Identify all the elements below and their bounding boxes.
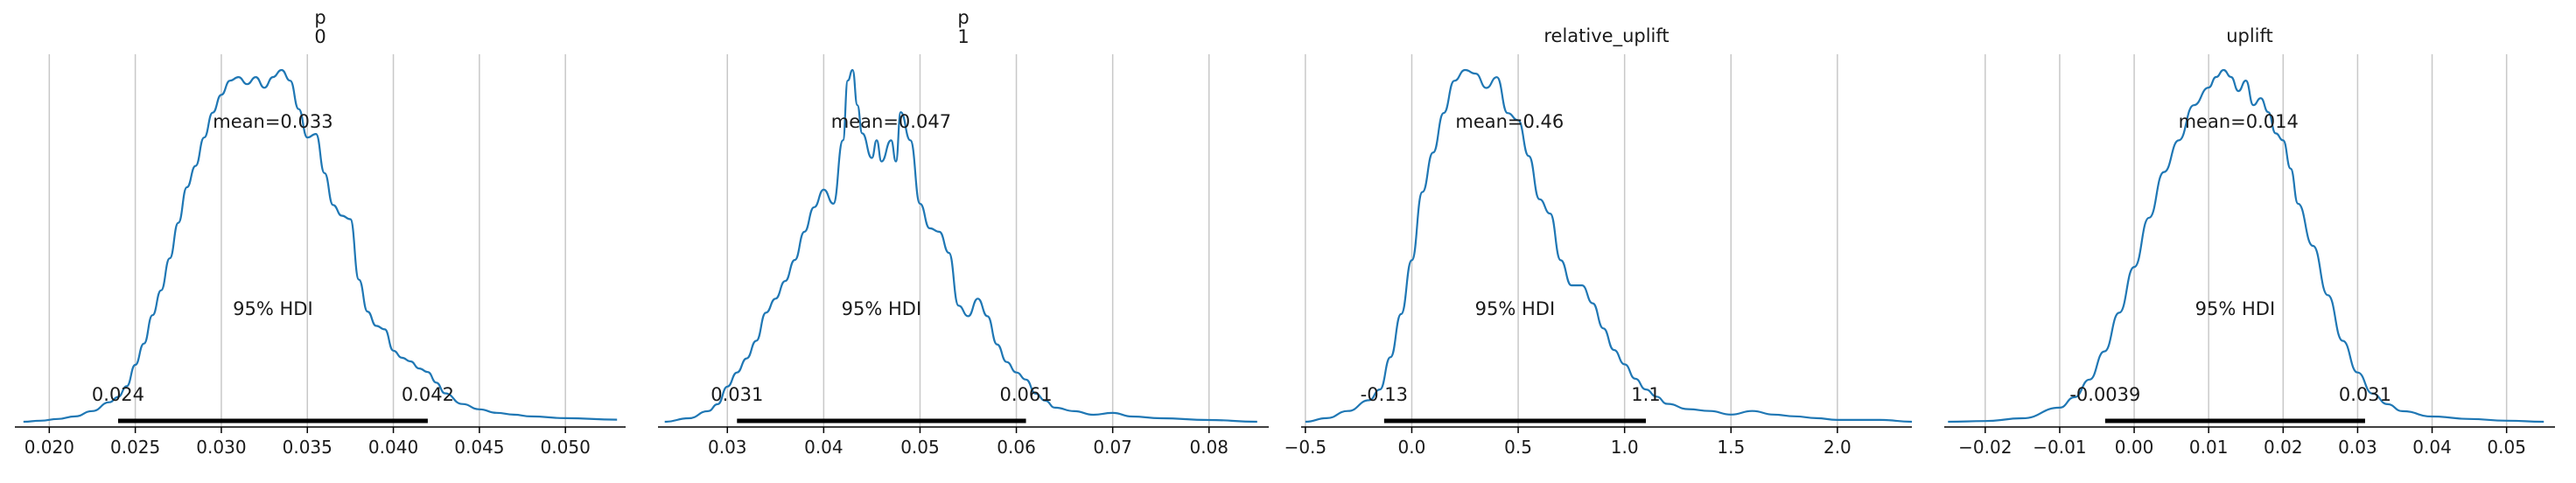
panel-title: p: [957, 7, 969, 28]
panel-p0: 0.020 0.025 0.030 0.035 0.040 0.045 0.050 0.024…: [15, 7, 626, 458]
x-tick-label: 0.030: [196, 437, 246, 458]
mean-label: mean=0.014: [2179, 111, 2299, 132]
mean-label: mean=0.033: [213, 111, 332, 132]
x-tick-label: −0.02: [1958, 437, 2012, 458]
x-tick-label: 0.050: [541, 437, 591, 458]
hdi-high-label: 1.1: [1631, 384, 1660, 405]
x-tick-label: 0.0: [1398, 437, 1426, 458]
mean-label: mean=0.46: [1455, 111, 1564, 132]
x-tick-label: 0.07: [1093, 437, 1132, 458]
hdi-low-label: 0.024: [92, 384, 144, 405]
hdi-caption: 95% HDI: [2195, 298, 2276, 319]
panel-relative-uplift: −0.5 0.0 0.5 1.0 1.5 2.0 -0.13 1.1 95% HDI mean=0…: [1284, 25, 1913, 458]
x-tick-label: 2.0: [1824, 437, 1852, 458]
hdi-caption: 95% HDI: [842, 298, 922, 319]
x-tick-label: 0.02: [2264, 437, 2303, 458]
x-tick-label: 0.020: [24, 437, 74, 458]
density-line: [1948, 68, 2544, 424]
x-tick-label: 0.04: [804, 437, 844, 458]
density-line: [664, 68, 1257, 424]
x-tick-label: 0.03: [2338, 437, 2377, 458]
x-tick-label: −0.5: [1284, 437, 1327, 458]
hdi-high-label: 0.061: [999, 384, 1052, 405]
hdi-low-label: 0.031: [710, 384, 763, 405]
x-tick-label: 0.03: [708, 437, 747, 458]
x-tick-label: 0.040: [368, 437, 418, 458]
x-tick-label: 0.06: [997, 437, 1036, 458]
x-tick-label: 0.035: [283, 437, 332, 458]
hdi-high-label: 0.031: [2339, 384, 2391, 405]
x-tick-label: −0.01: [2033, 437, 2086, 458]
hdi-high-label: 0.042: [402, 384, 454, 405]
panel-title: 0: [314, 26, 326, 47]
x-tick-label: 0.08: [1189, 437, 1228, 458]
hdi-caption: 95% HDI: [233, 298, 313, 319]
density-line: [23, 68, 618, 424]
x-tick-label: 1.0: [1611, 437, 1639, 458]
x-tick-label: 0.01: [2189, 437, 2229, 458]
hdi-low-label: -0.0039: [2069, 384, 2140, 405]
x-tick-label: 0.05: [900, 437, 940, 458]
panel-title: 1: [957, 26, 969, 47]
panel-title: p: [314, 7, 326, 28]
x-tick-label: 0.05: [2487, 437, 2526, 458]
x-tick-label: 0.00: [2115, 437, 2154, 458]
x-tick-label: 0.045: [454, 437, 504, 458]
panel-p1: 0.03 0.04 0.05 0.06 0.07 0.08 0.031 0.061 95% HD…: [658, 7, 1269, 458]
mean-label: mean=0.047: [831, 111, 951, 132]
density-line: [1305, 68, 1913, 424]
panel-title: relative_uplift: [1544, 25, 1669, 47]
hdi-low-label: -0.13: [1361, 384, 1408, 405]
x-tick-label: 0.5: [1504, 437, 1532, 458]
hdi-caption: 95% HDI: [1475, 298, 1556, 319]
panel-title: uplift: [2226, 25, 2273, 46]
x-tick-label: 0.025: [110, 437, 160, 458]
x-tick-label: 1.5: [1717, 437, 1745, 458]
x-tick-label: 0.04: [2412, 437, 2452, 458]
panel-uplift: −0.02 −0.01 0.00 0.01 0.02 0.03 0.04 0.05 -0.003…: [1944, 25, 2555, 458]
